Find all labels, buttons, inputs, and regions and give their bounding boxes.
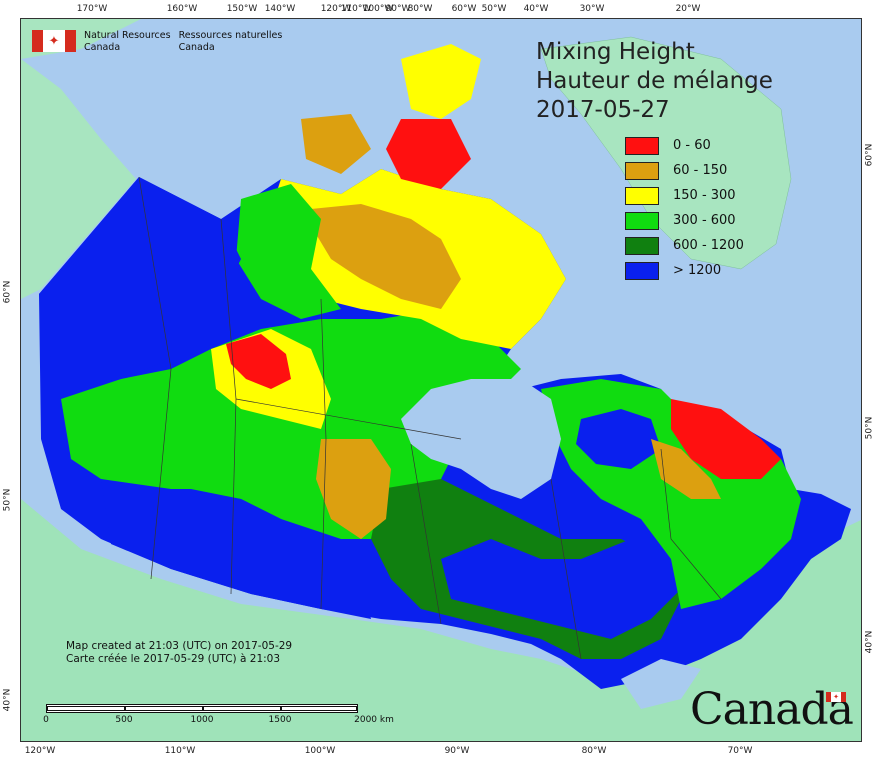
provincial-boundaries [138, 176, 722, 660]
left-tick-label: 60°N [2, 280, 13, 304]
top-tick-label: 50°W [481, 4, 507, 14]
scale-label: 1500 [268, 715, 292, 725]
legend-item: 600 - 1200 [625, 233, 744, 258]
legend-swatch [625, 236, 659, 255]
top-tick-label: 30°W [579, 4, 605, 14]
legend-swatch [625, 261, 659, 280]
top-tick-label: 150°W [226, 4, 258, 14]
zone-300-600-west [61, 309, 521, 539]
scale-label: 1000 [190, 715, 214, 725]
agency-name-fr-1: Ressources naturelles [178, 30, 283, 41]
canada-flag-icon: ✦ [32, 30, 76, 52]
great-lakes [621, 659, 701, 709]
bottom-tick-label: 120°W [24, 746, 56, 756]
scale-label: 0 [43, 715, 49, 725]
mixing-height-map[interactable] [21, 19, 862, 742]
hudson-bay [401, 379, 561, 499]
right-tick-label: 40°N [864, 630, 875, 654]
zone-blue-ontario [441, 539, 681, 639]
zone-blue-yukon [39, 177, 241, 389]
agency-name-fr-2: Canada [178, 42, 215, 53]
legend-label: 300 - 600 [673, 213, 736, 228]
credit-en: Map created at 21:03 (UTC) on 2017-05-29 [66, 640, 293, 652]
legend-label: 150 - 300 [673, 188, 736, 203]
zone-60-150-labrador [651, 439, 721, 499]
legend-label: 0 - 60 [673, 138, 711, 153]
scale-bar: 0 500 1000 1500 2000 km [43, 704, 394, 725]
scale-label: 500 [115, 715, 133, 725]
legend-item: 150 - 300 [625, 183, 744, 208]
map-frame[interactable]: 170°W 160°W 150°W 140°W 120°W 110°W 100°… [20, 18, 862, 742]
top-tick-label: 60°W [451, 4, 477, 14]
top-tick-label: 170°W [76, 4, 108, 14]
zone-blue-bc [101, 479, 371, 619]
zone-blue-quebec [576, 409, 661, 469]
legend-label: 600 - 1200 [673, 238, 744, 253]
top-tick-label: 20°W [675, 4, 701, 14]
island-north-3 [301, 114, 371, 174]
agency-signature: ✦ Natural Resources Canada Ressources na… [32, 30, 282, 54]
bottom-tick-label: 80°W [581, 746, 607, 756]
legend-item: 0 - 60 [625, 133, 744, 158]
legend-label: > 1200 [673, 263, 722, 278]
title-date: 2017-05-27 [536, 97, 670, 123]
bottom-tick-label: 110°W [164, 746, 196, 756]
bottom-tick-label: 90°W [444, 746, 470, 756]
credit-fr: Carte créée le 2017-05-29 (UTC) à 21:03 [66, 653, 281, 665]
map-credit: Map created at 21:03 (UTC) on 2017-05-29… [66, 640, 292, 666]
title-fr: Hauteur de mélange [536, 68, 773, 94]
top-tick-label: 90°W [385, 4, 411, 14]
map-title: Mixing Height Hauteur de mélange 2017-05… [536, 38, 773, 125]
legend-swatch [625, 211, 659, 230]
legend: 0 - 60 60 - 150 150 - 300 300 - 600 600 … [625, 133, 744, 283]
legend-swatch [625, 136, 659, 155]
zone-60-150-manitoba [316, 439, 391, 539]
top-tick-label: 120°W [320, 4, 352, 14]
legend-item: 300 - 600 [625, 208, 744, 233]
greenland [540, 36, 792, 270]
right-tick-label: 50°N [864, 416, 875, 440]
top-tick-label: 140°W [264, 4, 296, 14]
agency-name-en-2: Canada [84, 42, 121, 53]
left-tick-label: 50°N [2, 488, 13, 512]
legend-item: 60 - 150 [625, 158, 744, 183]
scale-bar-graphic [46, 704, 358, 713]
alaska [21, 59, 136, 299]
top-tick-label: 160°W [166, 4, 198, 14]
top-tick-label: 110°W [340, 4, 372, 14]
zone-0-60-prairies [226, 334, 291, 389]
title-en: Mixing Height [536, 39, 695, 65]
bottom-tick-label: 100°W [304, 746, 336, 756]
legend-swatch [625, 161, 659, 180]
left-tick-label: 40°N [2, 688, 13, 712]
zone-0-60-labrador [671, 399, 781, 479]
top-tick-label: 100°W [362, 4, 394, 14]
top-tick-label: 40°W [523, 4, 549, 14]
zone-60-150-arctic [311, 204, 461, 309]
legend-label: 60 - 150 [673, 163, 728, 178]
legend-item: > 1200 [625, 258, 744, 283]
zone-300-600-arctic [236, 184, 341, 319]
island-north-2 [386, 119, 471, 189]
wordmark-flag-icon: ✦ [826, 692, 846, 702]
right-tick-label: 60°N [864, 143, 875, 167]
legend-swatch [625, 186, 659, 205]
bottom-tick-label: 70°W [727, 746, 753, 756]
island-north [401, 44, 481, 119]
scale-label: 2000 km [354, 715, 394, 725]
agency-name-en-1: Natural Resources [84, 30, 171, 41]
top-tick-label: 80°W [407, 4, 433, 14]
